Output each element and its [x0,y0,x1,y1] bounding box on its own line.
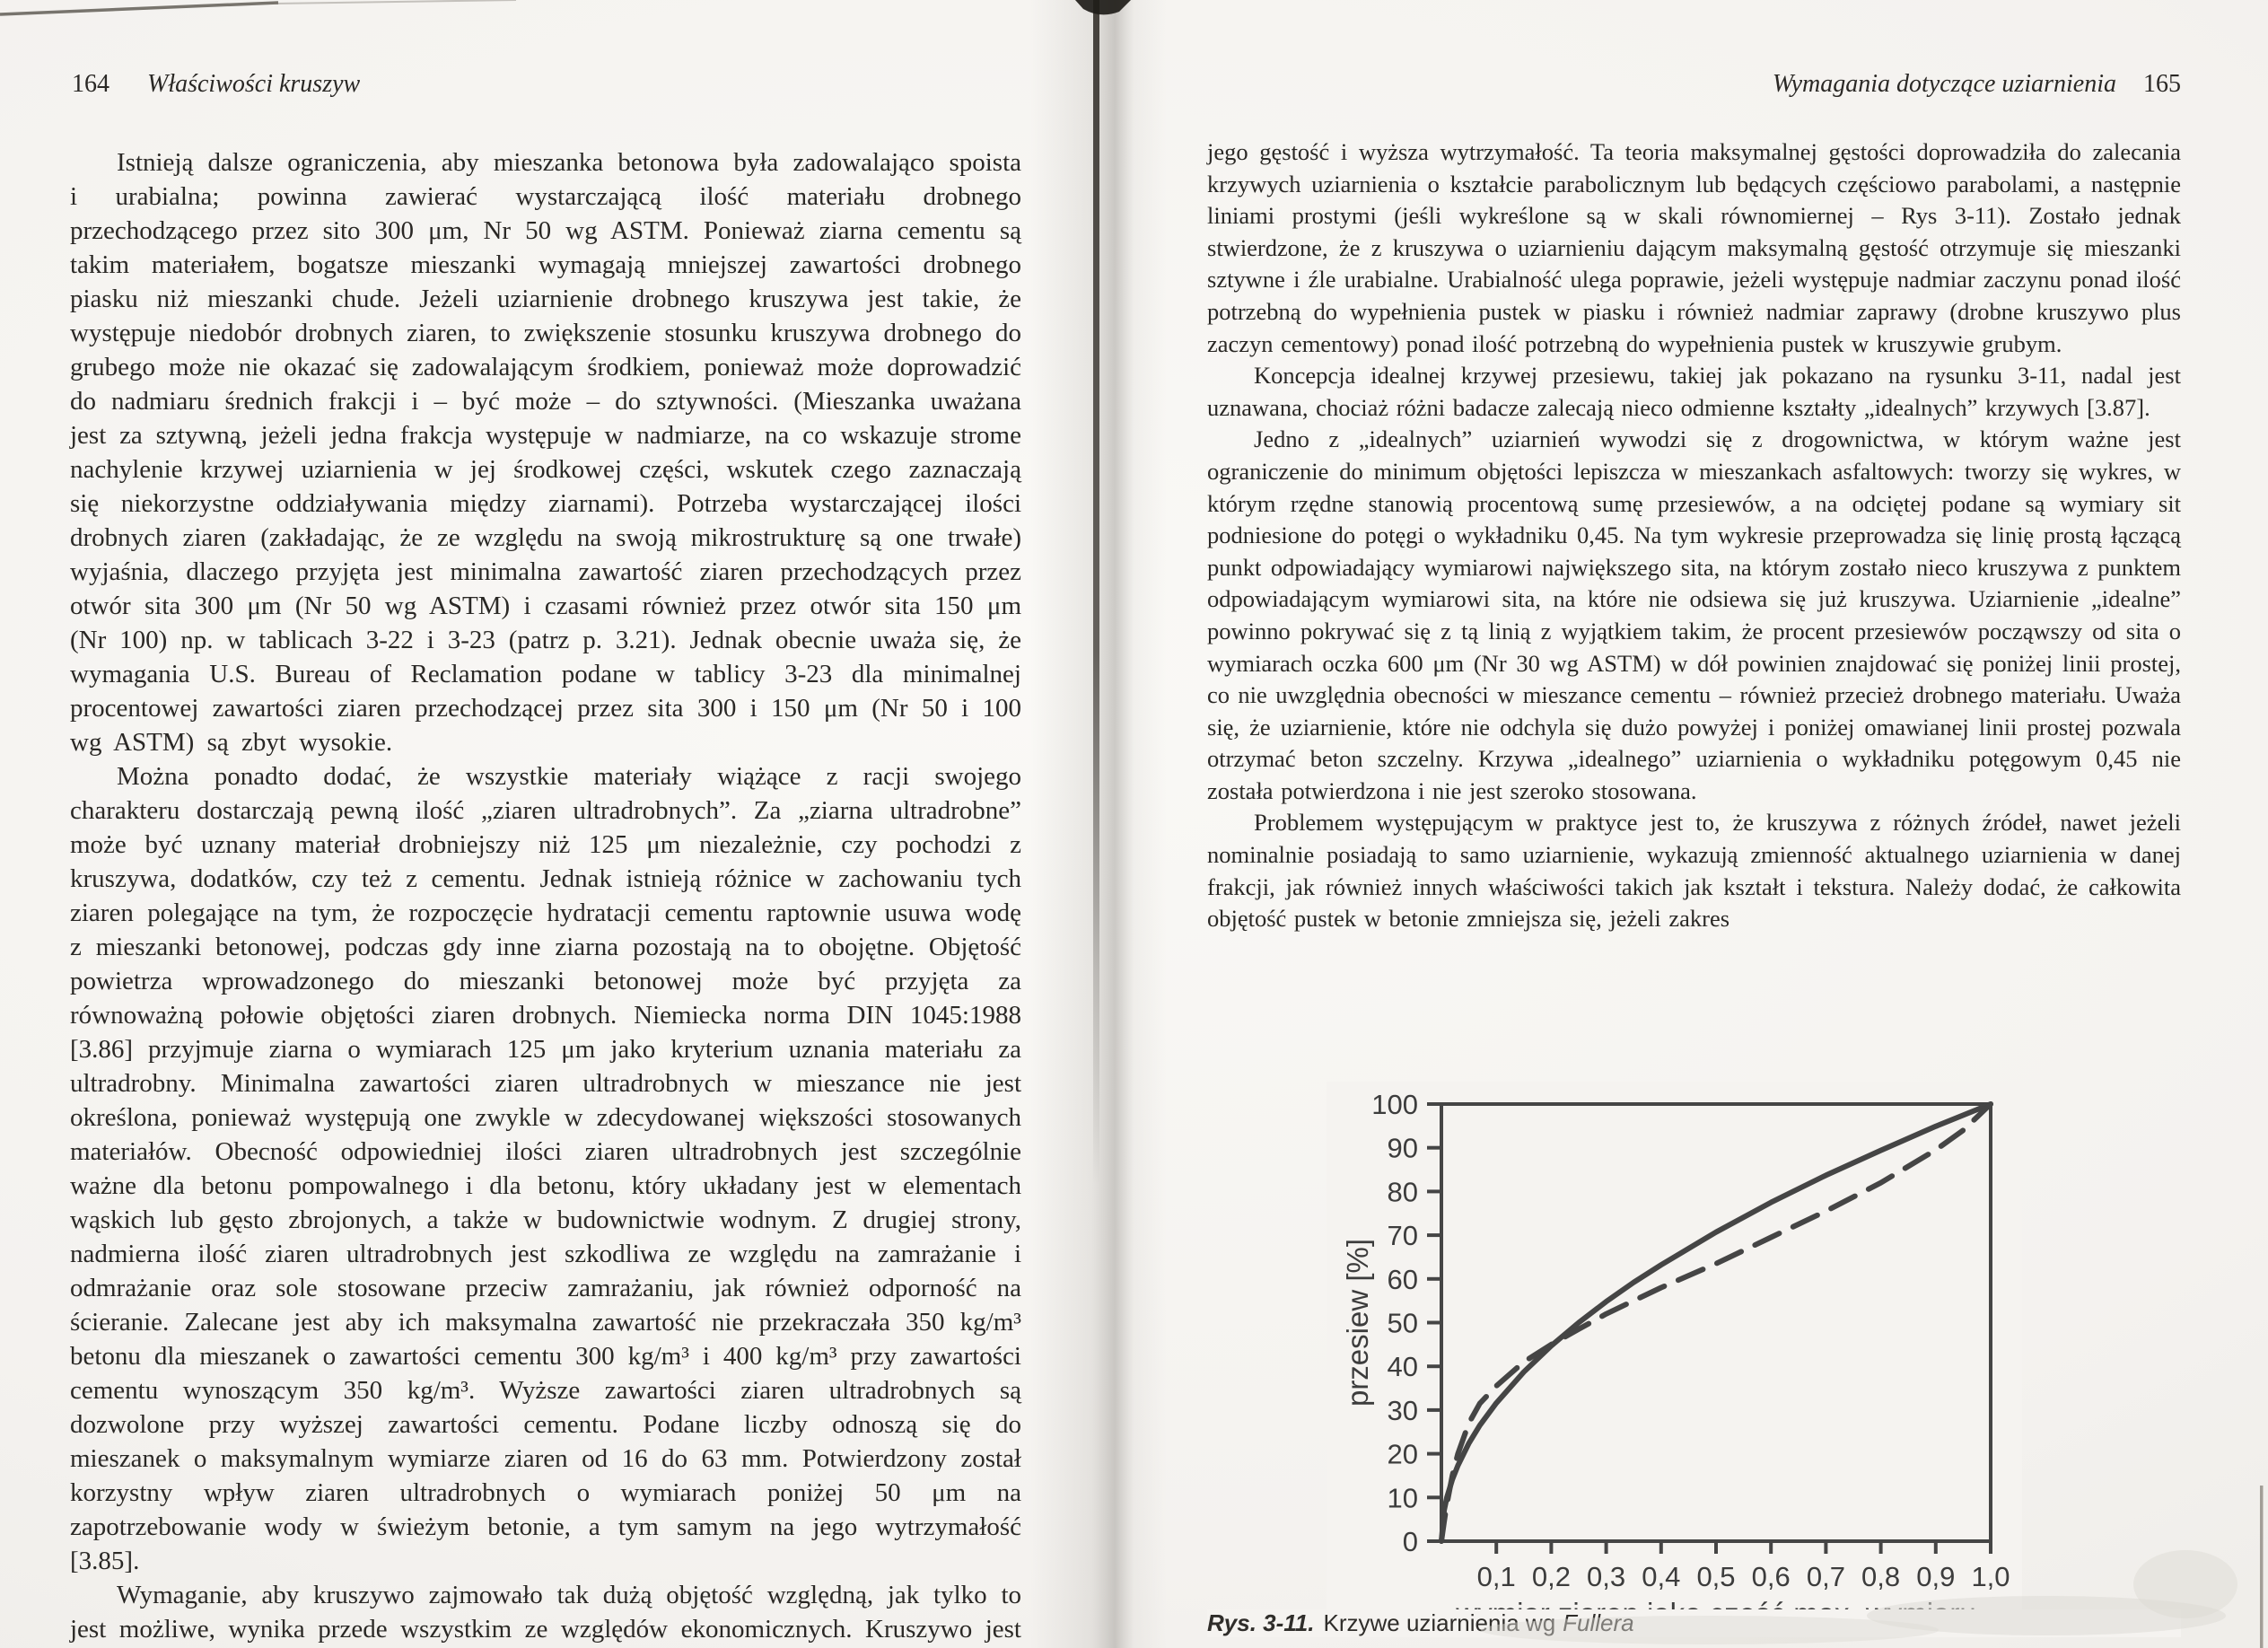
x-tick-label: 0,1 [1477,1561,1516,1592]
y-tick-label: 50 [1388,1308,1418,1339]
y-tick-label: 0 [1403,1526,1418,1557]
left-running-title: Właściwości kruszyw [147,70,361,98]
left-running-head: 164 Właściwości kruszyw [72,70,360,99]
y-tick-label: 40 [1388,1351,1418,1382]
y-tick-label: 80 [1388,1176,1418,1207]
figure-caption-label: Rys. 3-11. [1207,1609,1315,1636]
x-tick-label: 1,0 [1971,1561,2010,1592]
x-tick-label: 0,2 [1532,1561,1571,1592]
paragraph: Wymaganie, aby kruszywo zajmowało tak du… [70,1581,1021,1644]
page-edge-topleft-faint [273,0,517,4]
gutter-shadow-band [1030,0,1167,1648]
paragraph: jego gęstość i wyższa wytrzymałość. Ta t… [1207,138,2181,357]
x-tick-label: 0,3 [1587,1561,1625,1592]
fuller-grading-chart: 0 10 20 30 40 50 60 70 80 90 100 0,1 0,2 0,3 0,4 0,5 0,6… [1341,1089,2010,1630]
left-page-number: 164 [72,70,109,98]
y-tick-label: 100 [1371,1089,1418,1120]
paragraph: Można ponadto dodać, że wszystkie materi… [70,762,1021,1575]
figure-3-11: 0 10 20 30 40 50 60 70 80 90 100 0,1 0,2 0,3 0,4 0,5 0,6… [1327,1082,2022,1630]
figure-caption: Rys. 3-11. Krzywe uziarnienia wg Fullera [1207,1609,2181,1637]
paragraph: Istnieją dalsze ograniczenia, aby miesza… [70,148,1021,757]
paragraph: Koncepcja idealnej krzywej przesiewu, ta… [1207,362,2181,421]
right-running-head: Wymagania dotyczące uziarnienia 165 [1207,70,2181,99]
figure-caption-source: Fullera [1563,1609,1634,1636]
x-tick-label: 0,7 [1807,1561,1845,1592]
scan-smudge [2133,1550,2237,1618]
plot-frame [1440,1102,1992,1543]
x-tick-label: 0,9 [1916,1561,1955,1592]
right-page-number: 165 [2143,70,2181,98]
right-page-body: jego gęstość i wyższa wytrzymałość. Ta t… [1207,136,2181,935]
series-solid [1439,1101,1993,1544]
page-edge-topleft [0,1,279,16]
x-tick-label: 0,6 [1752,1561,1791,1592]
series-dashed [1439,1101,1993,1544]
right-running-title: Wymagania dotyczące uziarnienia [1772,70,2116,98]
y-axis-title: przesiew [%] [1341,1239,1374,1407]
gutter-top-blob [1075,0,1131,15]
y-tick-label: 90 [1388,1133,1418,1164]
y-tick-label: 70 [1388,1220,1418,1251]
x-tick-label: 0,8 [1861,1561,1900,1592]
x-tick-label: 0,5 [1696,1561,1735,1592]
y-tick-label: 60 [1388,1264,1418,1295]
left-page-body: Istnieją dalsze ograniczenia, aby miesza… [70,145,1021,1648]
paragraph: Jedno z „idealnych” uziarnień wywodzi si… [1207,425,2181,804]
paragraph: Problemem występującym w praktyce jest t… [1207,809,2181,933]
y-tick-label: 10 [1388,1482,1418,1513]
figure-caption-text: Krzywe uziarnienia wg [1323,1609,1556,1636]
gutter-shadow-line [1093,0,1099,1185]
y-tick-label: 20 [1388,1439,1418,1470]
x-tick-label: 0,4 [1642,1561,1680,1592]
y-tick-label: 30 [1388,1395,1418,1426]
page-edge-right [2260,1486,2264,1648]
